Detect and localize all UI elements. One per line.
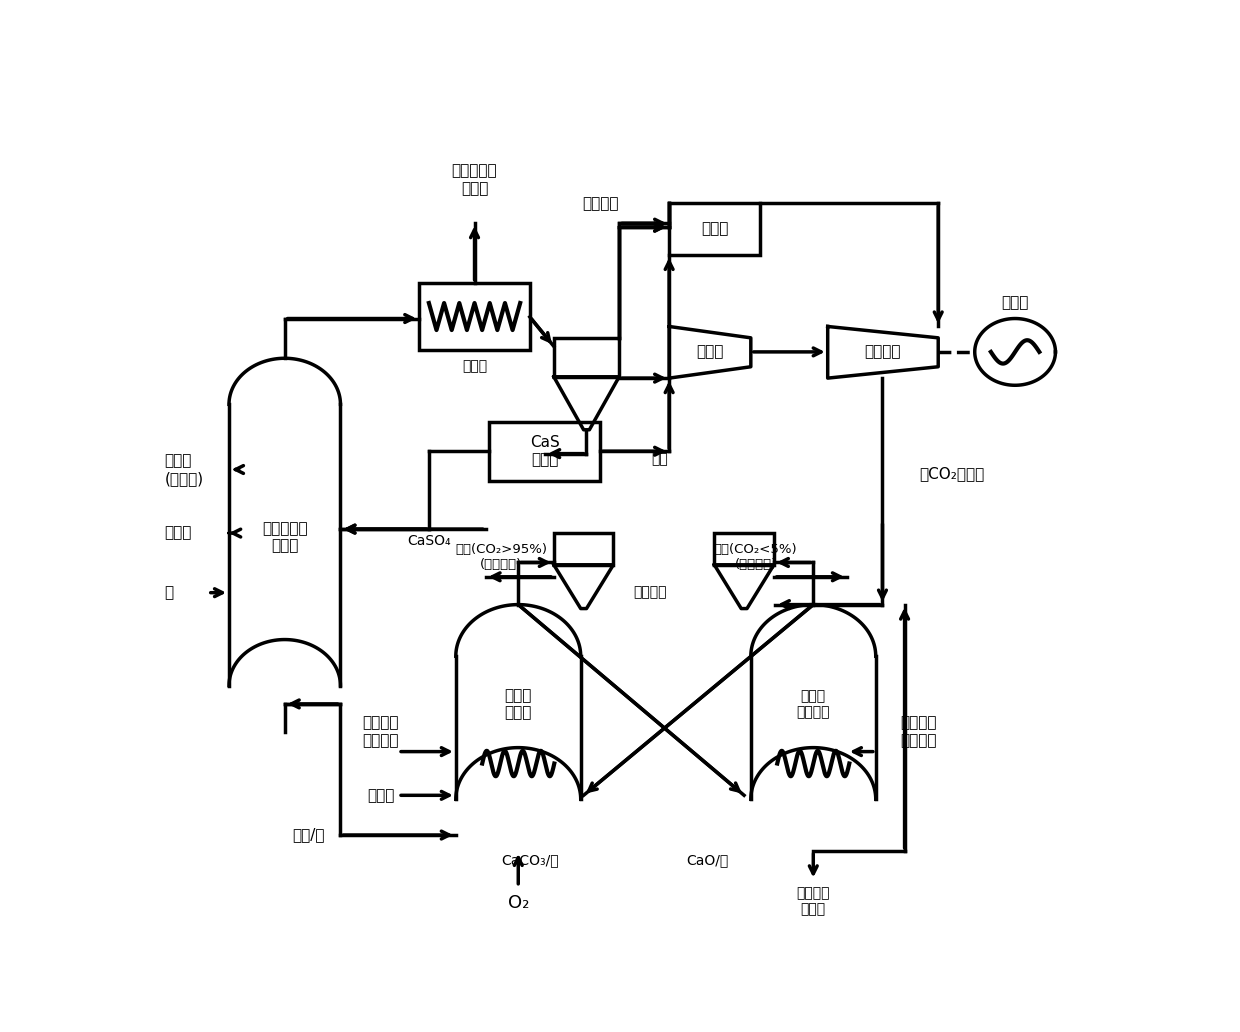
Text: 流嘘床
碳酸化炉: 流嘘床 碳酸化炉 [796,688,830,719]
Text: 半焦/灰: 半焦/灰 [293,828,325,842]
Text: 空气: 空气 [651,452,668,466]
Text: 煤: 煤 [165,585,174,601]
Text: 水蒸气: 水蒸气 [165,525,192,541]
Text: 烟气(CO₂<5%)
(去换热器): 烟气(CO₂<5%) (去换热器) [714,543,797,571]
Text: 石灰石
(脱硫剂): 石灰石 (脱硫剂) [165,453,203,486]
Text: 去汽轮机
发电系统: 去汽轮机 发电系统 [900,715,937,748]
Text: CaO/灰: CaO/灰 [687,853,729,868]
Bar [554,338,619,377]
Text: CaCO₃/灰: CaCO₃/灰 [501,853,558,868]
Bar [670,203,760,255]
Text: 气固分离: 气固分离 [634,586,667,600]
Text: 冷却器: 冷却器 [463,359,487,374]
Text: 失活吸收
剂和灰: 失活吸收 剂和灰 [796,885,830,916]
Text: 净化某气: 净化某气 [583,196,619,211]
Text: 增压流化床
气化炉: 增压流化床 气化炉 [262,521,308,553]
Text: CaS
氧化器: CaS 氧化器 [531,436,560,467]
Text: 发电机: 发电机 [1002,295,1029,311]
Text: 去汽轮机发
电系统: 去汽轮机发 电系统 [451,163,497,196]
Text: 流化床
煞烧炉: 流化床 煞烧炉 [505,687,532,720]
Text: 去汽轮机
发电系统: 去汽轮机 发电系统 [362,715,399,748]
Bar [419,283,529,350]
Text: 燃气轮机: 燃气轮机 [864,345,901,359]
Text: 燃烧室: 燃烧室 [701,221,728,236]
Bar [554,534,614,565]
Text: 烟气(CO₂>95%)
(去换热器): 烟气(CO₂>95%) (去换热器) [455,543,547,571]
Text: O₂: O₂ [507,894,529,911]
Text: CaSO₄: CaSO₄ [407,534,450,548]
Text: 石灰石: 石灰石 [367,787,394,803]
Text: 压缩机: 压缩机 [697,345,724,359]
Bar [714,534,774,565]
Text: 含CO₂的乏气: 含CO₂的乏气 [919,466,985,481]
Bar [490,422,600,481]
